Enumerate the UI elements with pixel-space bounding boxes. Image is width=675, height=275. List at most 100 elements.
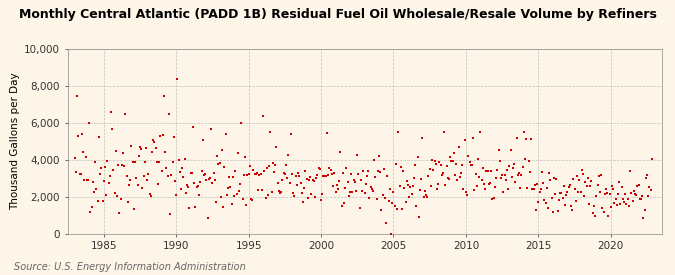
Point bbox=[167, 160, 178, 164]
Point bbox=[128, 206, 139, 211]
Point bbox=[603, 214, 614, 218]
Point bbox=[196, 168, 207, 173]
Point bbox=[234, 189, 244, 194]
Point bbox=[412, 155, 423, 159]
Point bbox=[470, 172, 481, 176]
Point bbox=[113, 163, 124, 167]
Point bbox=[502, 167, 512, 172]
Point bbox=[526, 137, 537, 141]
Point bbox=[535, 187, 546, 192]
Point bbox=[414, 188, 425, 192]
Point bbox=[479, 182, 489, 187]
Point bbox=[472, 157, 483, 161]
Point bbox=[633, 182, 644, 187]
Point bbox=[463, 154, 474, 158]
Point bbox=[607, 183, 618, 188]
Point bbox=[416, 177, 427, 182]
Point bbox=[99, 179, 109, 184]
Point bbox=[644, 185, 655, 189]
Point bbox=[563, 185, 574, 190]
Point bbox=[197, 138, 208, 143]
Point bbox=[396, 164, 406, 169]
Point bbox=[398, 169, 408, 173]
Point bbox=[428, 167, 439, 172]
Point bbox=[510, 180, 521, 184]
Point bbox=[270, 163, 281, 167]
Point bbox=[441, 164, 452, 168]
Point bbox=[126, 144, 137, 148]
Point bbox=[241, 203, 252, 207]
Point bbox=[102, 159, 113, 163]
Point bbox=[72, 93, 82, 98]
Point bbox=[605, 205, 616, 210]
Point bbox=[402, 179, 412, 183]
Point bbox=[235, 182, 246, 186]
Point bbox=[319, 174, 330, 178]
Point bbox=[599, 191, 610, 196]
Point bbox=[630, 192, 641, 196]
Point bbox=[511, 136, 522, 140]
Point bbox=[564, 183, 575, 188]
Point bbox=[344, 194, 354, 199]
Point bbox=[425, 184, 436, 188]
Point bbox=[645, 187, 656, 192]
Text: Source: U.S. Energy Information Administration: Source: U.S. Energy Information Administ… bbox=[14, 262, 245, 272]
Point bbox=[76, 172, 86, 177]
Point bbox=[213, 161, 224, 166]
Point bbox=[448, 151, 459, 155]
Point bbox=[550, 192, 561, 197]
Point bbox=[321, 174, 331, 178]
Point bbox=[531, 208, 541, 213]
Point bbox=[584, 202, 595, 206]
Point bbox=[369, 158, 379, 162]
Point bbox=[125, 178, 136, 182]
Point bbox=[381, 221, 392, 225]
Point bbox=[88, 189, 99, 194]
Point bbox=[182, 183, 192, 187]
Point bbox=[145, 194, 156, 198]
Point bbox=[466, 163, 477, 167]
Point bbox=[551, 177, 562, 182]
Point bbox=[215, 195, 226, 199]
Point bbox=[431, 162, 441, 167]
Point bbox=[301, 177, 312, 182]
Point bbox=[288, 191, 298, 196]
Point bbox=[163, 112, 174, 116]
Point bbox=[647, 157, 657, 161]
Point bbox=[226, 202, 237, 207]
Point bbox=[445, 155, 456, 159]
Point bbox=[436, 173, 447, 177]
Point bbox=[185, 170, 196, 175]
Point bbox=[482, 169, 493, 173]
Point bbox=[325, 168, 336, 172]
Point bbox=[481, 169, 492, 173]
Point bbox=[580, 180, 591, 185]
Point bbox=[191, 185, 202, 189]
Point bbox=[385, 186, 396, 191]
Point bbox=[282, 176, 293, 181]
Point bbox=[195, 180, 206, 184]
Point bbox=[168, 135, 179, 139]
Point bbox=[131, 176, 142, 180]
Point bbox=[443, 176, 454, 181]
Point bbox=[283, 152, 294, 157]
Point bbox=[312, 173, 323, 177]
Point bbox=[246, 197, 256, 201]
Point bbox=[418, 195, 429, 200]
Point bbox=[256, 188, 267, 192]
Point bbox=[391, 162, 402, 166]
Point bbox=[459, 138, 470, 142]
Point bbox=[560, 203, 570, 207]
Point bbox=[335, 150, 346, 155]
Point bbox=[255, 172, 266, 176]
Point bbox=[591, 194, 601, 198]
Point bbox=[294, 174, 304, 178]
Point bbox=[192, 183, 203, 188]
Point bbox=[95, 172, 105, 177]
Point bbox=[494, 158, 505, 163]
Point bbox=[601, 187, 612, 191]
Point bbox=[295, 181, 306, 185]
Point bbox=[134, 154, 144, 158]
Point bbox=[393, 130, 404, 134]
Point bbox=[290, 174, 301, 178]
